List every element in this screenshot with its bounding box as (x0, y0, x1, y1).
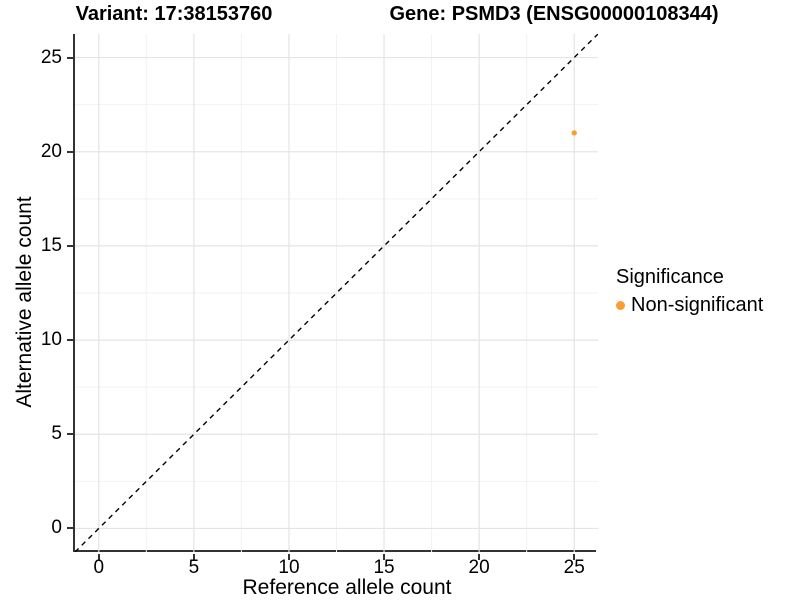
y-tick-label: 25 (40, 46, 62, 68)
y-axis-title: Alternative allele count (13, 196, 36, 408)
legend-item: Non-significant (616, 294, 763, 317)
x-tick-mark (478, 554, 481, 560)
x-axis-title: Reference allele count (242, 576, 452, 599)
x-tick-mark (383, 554, 386, 560)
legend-title: Significance (616, 266, 724, 288)
y-tick-label: 15 (40, 234, 62, 256)
plot-canvas (75, 34, 598, 552)
x-tick-label: 5 (188, 557, 200, 578)
legend-item-label: Non-significant (631, 294, 764, 316)
legend: Significance Non-significant (616, 266, 763, 317)
plot-panel (73, 34, 598, 552)
y-tick-mark (67, 527, 73, 530)
y-tick-mark (67, 244, 73, 247)
legend-items: Non-significant (616, 294, 763, 317)
y-tick-label: 20 (40, 140, 62, 162)
y-tick-label: 10 (40, 329, 62, 351)
plot-title-gene: Gene: PSMD3 (ENSG00000108344) (389, 3, 719, 25)
x-tick-mark (97, 554, 100, 560)
y-tick-label: 0 (51, 517, 62, 539)
x-tick-label: 0 (93, 557, 105, 578)
y-tick-mark (67, 433, 73, 436)
x-tick-label: 10 (278, 557, 300, 578)
y-tick-label: 5 (51, 423, 62, 445)
x-tick-mark (287, 554, 290, 560)
x-tick-label: 20 (468, 557, 490, 578)
x-tick-label: 15 (373, 557, 395, 578)
y-tick-mark (67, 56, 73, 59)
x-tick-label: 25 (563, 557, 585, 578)
y-tick-mark (67, 150, 73, 153)
plot-title-variant: Variant: 17:38153760 (75, 3, 273, 25)
x-tick-mark (192, 554, 195, 560)
x-tick-mark (573, 554, 576, 560)
legend-point-icon (616, 301, 625, 310)
data-point (571, 130, 577, 136)
y-tick-mark (67, 339, 73, 342)
